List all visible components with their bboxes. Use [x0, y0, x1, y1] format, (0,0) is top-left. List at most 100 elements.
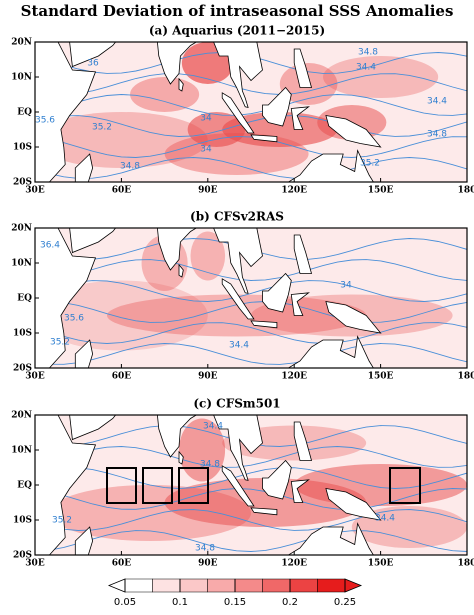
land: [213, 415, 263, 481]
region-box: [106, 467, 137, 504]
colorbar-bin: [152, 578, 181, 593]
land: [221, 278, 255, 320]
contour-label: 36: [87, 59, 99, 69]
map: [35, 415, 467, 555]
y-tick-label: 10S: [13, 329, 32, 339]
shading: [187, 112, 246, 147]
x-tick-label: 120E: [281, 559, 307, 569]
land: [178, 263, 184, 278]
land: [35, 228, 97, 368]
contour-label: 35.2: [360, 159, 380, 169]
contour-label: 35.2: [92, 123, 112, 133]
contour-label: 34: [340, 281, 352, 291]
contour-label: 34: [200, 145, 212, 155]
land: [290, 292, 310, 316]
land: [74, 526, 94, 555]
land: [178, 450, 184, 465]
colorbar-bin: [317, 578, 346, 593]
contour-line: [35, 509, 467, 531]
contour-line: [35, 280, 467, 302]
colorbar-bin: [289, 578, 318, 593]
y-tick-label: 10N: [11, 259, 32, 269]
contour-line: [35, 259, 467, 281]
land: [69, 415, 117, 441]
x-tick-label: 90E: [198, 559, 218, 569]
contour-label: 34.4: [229, 341, 249, 351]
y-tick-label: 20S: [13, 551, 32, 561]
colorbar-bin: [124, 578, 153, 593]
map: [35, 228, 467, 368]
colorbar-label: 0.2: [282, 597, 298, 608]
land: [156, 415, 198, 458]
land: [250, 507, 278, 516]
y-tick-label: 20S: [13, 364, 32, 374]
region-box: [389, 467, 421, 504]
y-tick-label: 20N: [11, 224, 32, 234]
x-tick-label: 120E: [281, 186, 307, 196]
x-tick-label: 60E: [112, 372, 132, 382]
colorbar-bin: [179, 578, 208, 593]
shading: [107, 294, 367, 337]
contour-label: 34.4: [356, 63, 376, 73]
x-tick-label: 150E: [368, 559, 394, 569]
shading: [351, 506, 467, 548]
shading: [179, 418, 226, 482]
land: [221, 92, 255, 134]
contour-label: 35.2: [50, 338, 70, 348]
contour-label: 36.4: [40, 241, 60, 251]
colorbar-bin: [262, 578, 291, 593]
x-tick-label: 180: [458, 186, 474, 196]
contour-line: [35, 343, 467, 365]
contour-label: 34: [200, 114, 212, 124]
contour-line: [35, 157, 467, 179]
land: [156, 228, 198, 271]
contour-line: [35, 115, 467, 137]
y-tick-label: 20N: [11, 38, 32, 48]
x-tick-label: 150E: [368, 186, 394, 196]
land: [262, 86, 292, 127]
land: [213, 42, 263, 109]
land: [293, 234, 313, 274]
land: [178, 77, 184, 92]
x-tick-label: 30E: [25, 559, 45, 569]
land: [74, 153, 94, 182]
region-box: [142, 467, 173, 504]
land: [74, 339, 94, 368]
x-tick-label: 180: [458, 372, 474, 382]
contour-label: 34.8: [120, 162, 140, 172]
x-tick-label: 30E: [25, 372, 45, 382]
y-tick-label: EQ: [17, 108, 32, 118]
contour-label: 35.2: [52, 516, 72, 526]
land: [35, 415, 97, 555]
land: [290, 479, 310, 503]
x-tick-label: 60E: [112, 559, 132, 569]
land: [325, 487, 382, 521]
figure-title: Standard Deviation of intraseasonal SSS …: [21, 2, 454, 20]
contour-line: [35, 301, 467, 323]
y-tick-label: 10S: [13, 516, 32, 526]
y-tick-label: 10S: [13, 143, 32, 153]
y-tick-label: 10N: [11, 73, 32, 83]
colorbar-label: 0.05: [114, 597, 136, 608]
land: [290, 106, 310, 130]
land: [213, 228, 263, 294]
colorbar-bin: [234, 578, 263, 593]
y-tick-label: 20N: [11, 411, 32, 421]
land: [262, 272, 292, 313]
land: [293, 48, 313, 88]
contour-label: 34.8: [195, 544, 215, 554]
colorbar-extend: [107, 578, 126, 593]
shading: [190, 231, 226, 281]
x-tick-label: 90E: [198, 372, 218, 382]
contour-line: [35, 322, 467, 344]
colorbar-bin: [207, 578, 236, 593]
contour-label: 34.4: [427, 97, 447, 107]
land: [250, 134, 278, 143]
shading: [49, 485, 251, 541]
contour-label: 34.4: [375, 514, 395, 524]
shading: [35, 280, 208, 351]
x-tick-label: 180: [458, 559, 474, 569]
panel-title: (b) CFSv2RAS: [190, 210, 284, 224]
x-tick-label: 30E: [25, 186, 45, 196]
